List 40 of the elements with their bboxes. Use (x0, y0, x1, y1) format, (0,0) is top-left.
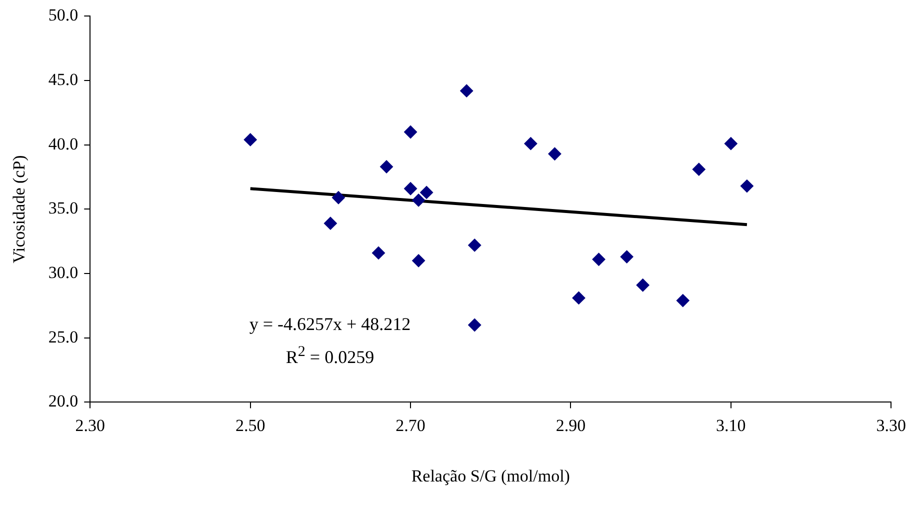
point (548, 147, 562, 160)
x-tick-label: 2.90 (556, 416, 586, 435)
point (524, 137, 538, 150)
x-tick-label: 2.50 (235, 416, 266, 435)
y-tick-label: 25.0 (48, 327, 78, 346)
point (324, 216, 337, 230)
point (412, 194, 426, 207)
x-tick-label: 3.10 (716, 416, 746, 435)
point (636, 278, 650, 292)
point (380, 160, 394, 174)
x-tick-label: 2.70 (396, 416, 426, 435)
point (412, 254, 426, 268)
point (372, 246, 385, 260)
y-tick-label: 40.0 (48, 134, 78, 154)
point (244, 133, 257, 146)
point (404, 182, 418, 196)
y-tick-label: 50.0 (48, 6, 78, 25)
point (420, 186, 434, 199)
point (468, 318, 482, 332)
y-tick-label: 45.0 (48, 70, 78, 89)
point (404, 126, 418, 138)
point (692, 162, 706, 176)
point (332, 191, 345, 204)
y-axis-title: Vicosidade (cP) (10, 155, 29, 264)
point (724, 137, 738, 150)
y-tick-label: 20.0 (48, 392, 78, 411)
y-tick-label: 30.0 (48, 263, 78, 282)
point (468, 238, 482, 252)
point (676, 294, 690, 308)
point (592, 252, 606, 266)
annotation: y = -4.6257x + 48.212 (248, 313, 412, 336)
annotation: R$^{2}$ = 0.0259 (284, 343, 376, 369)
x-axis-title: Relação S/G (mol/mol) (411, 466, 570, 486)
point (740, 180, 754, 193)
point (620, 250, 634, 264)
x-tick-label: 3.30 (876, 416, 906, 435)
y-tick-label: 35.0 (48, 198, 78, 218)
point (460, 84, 474, 98)
point (572, 291, 586, 304)
x-tick-label: 2.30 (75, 416, 106, 435)
